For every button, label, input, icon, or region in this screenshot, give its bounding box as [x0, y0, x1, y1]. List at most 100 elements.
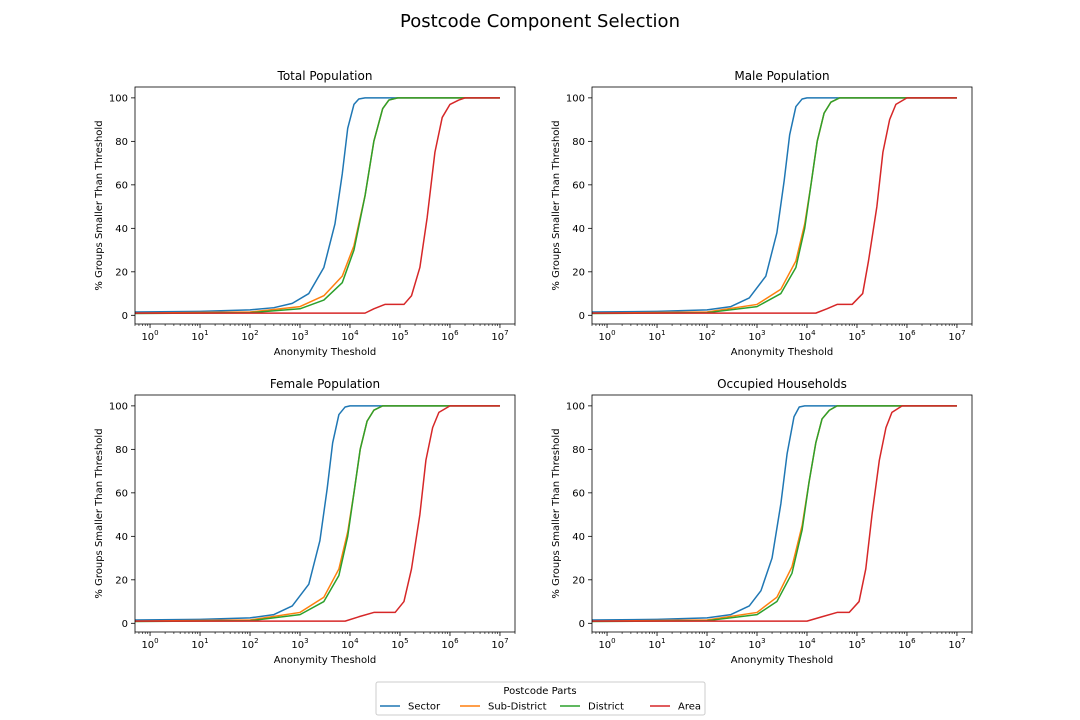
legend-entry-sub-district: Sub-District [460, 702, 547, 713]
y-tick-label: 80 [572, 445, 585, 456]
x-tick-label: 103 [748, 637, 765, 651]
legend-entry-area: Area [650, 702, 701, 713]
series-lines [135, 405, 500, 623]
subplot-2: Male Population 100 101 102 103 104 105 106 107 0… [551, 69, 973, 358]
series-line-district [592, 405, 957, 623]
x-tick-label: 106 [441, 329, 459, 343]
series-line-area [592, 405, 957, 622]
legend-label: Sector [408, 702, 441, 713]
legend: Postcode Parts Sector Sub-District Distric… [375, 681, 706, 716]
y-tick-label: 40 [572, 224, 585, 235]
x-axis-label: Anonymity Theshold [731, 655, 833, 666]
y-axis-label: % Groups Smaller Than Threshold [94, 428, 105, 598]
x-tick-label: 102 [698, 637, 715, 651]
x-tick-label: 107 [948, 637, 965, 651]
y-tick-label: 60 [115, 488, 128, 499]
x-tick-label: 101 [648, 637, 665, 651]
series-line-sector [135, 97, 500, 313]
legend-label: Area [678, 702, 701, 713]
series-line-district [592, 97, 957, 315]
legend-title: Postcode Parts [503, 686, 576, 697]
y-ticks: 0 20 40 60 80 100 [109, 93, 135, 322]
legend-entry-sector: Sector [380, 702, 441, 713]
series-line-sub-district [135, 405, 500, 622]
axes-frame [134, 394, 516, 633]
x-tick-label: 106 [441, 637, 459, 651]
x-tick-label: 105 [391, 329, 408, 343]
series-lines [592, 97, 957, 315]
y-tick-label: 40 [115, 532, 128, 543]
y-tick-label: 20 [572, 575, 585, 586]
x-axis-label: Anonymity Theshold [731, 347, 833, 358]
legend-entry-district: District [560, 702, 624, 713]
x-tick-label: 101 [191, 329, 208, 343]
x-tick-label: 106 [898, 329, 916, 343]
legend-label: District [588, 702, 624, 713]
series-line-area [135, 405, 500, 622]
x-tick-label: 102 [698, 329, 715, 343]
x-ticks: 100 101 102 103 104 105 106 107 [134, 324, 516, 343]
subplot-title: Male Population [734, 69, 829, 83]
y-tick-label: 60 [115, 180, 128, 191]
x-axis-label: Anonymity Theshold [274, 347, 376, 358]
subplot-title: Occupied Households [717, 377, 847, 391]
x-axis-label: Anonymity Theshold [274, 655, 376, 666]
series-line-area [135, 97, 500, 314]
x-tick-label: 107 [491, 329, 508, 343]
subplot-title: Female Population [270, 377, 380, 391]
y-tick-label: 20 [572, 267, 585, 278]
x-tick-label: 106 [898, 637, 916, 651]
x-tick-label: 100 [598, 637, 615, 651]
y-tick-label: 0 [122, 311, 128, 322]
x-tick-label: 100 [141, 637, 158, 651]
y-tick-label: 100 [109, 93, 128, 104]
axes-frame [591, 86, 973, 325]
series-lines [135, 97, 500, 315]
legend-entries: Sector Sub-District District Area [380, 702, 701, 713]
y-tick-label: 40 [572, 532, 585, 543]
series-line-district [135, 405, 500, 623]
series-line-sub-district [592, 97, 957, 314]
y-tick-label: 100 [566, 93, 585, 104]
y-axis-label: % Groups Smaller Than Threshold [551, 428, 562, 598]
x-tick-label: 102 [241, 329, 258, 343]
x-tick-label: 105 [391, 637, 408, 651]
x-ticks: 100 101 102 103 104 105 106 107 [134, 632, 516, 651]
y-axis-label: % Groups Smaller Than Threshold [551, 120, 562, 290]
x-tick-label: 103 [291, 637, 308, 651]
x-tick-label: 101 [648, 329, 665, 343]
y-ticks: 0 20 40 60 80 100 [109, 401, 135, 630]
x-tick-label: 107 [948, 329, 965, 343]
x-tick-label: 104 [341, 637, 359, 651]
x-tick-label: 104 [798, 637, 816, 651]
y-tick-label: 80 [115, 137, 128, 148]
axes-frame [134, 86, 516, 325]
axes-frame [591, 394, 973, 633]
legend-label: Sub-District [488, 702, 547, 713]
series-lines [592, 405, 957, 623]
series-line-sub-district [592, 405, 957, 622]
y-tick-label: 100 [109, 401, 128, 412]
x-tick-label: 104 [798, 329, 816, 343]
x-tick-label: 100 [141, 329, 158, 343]
legend-frame [375, 681, 706, 716]
y-tick-label: 80 [572, 137, 585, 148]
subplot-4: Occupied Households 100 101 102 103 104 105 106… [551, 377, 973, 666]
series-line-district [135, 97, 500, 315]
y-axis-label: % Groups Smaller Than Threshold [94, 120, 105, 290]
x-tick-label: 101 [191, 637, 208, 651]
y-tick-label: 20 [115, 267, 128, 278]
y-tick-label: 0 [579, 311, 585, 322]
series-line-sector [135, 405, 500, 621]
x-ticks: 100 101 102 103 104 105 106 107 [591, 324, 973, 343]
x-tick-label: 102 [241, 637, 258, 651]
series-line-sub-district [135, 97, 500, 314]
x-tick-label: 103 [291, 329, 308, 343]
series-line-sector [592, 405, 957, 621]
y-ticks: 0 20 40 60 80 100 [566, 401, 592, 630]
y-tick-label: 60 [572, 180, 585, 191]
x-tick-label: 103 [748, 329, 765, 343]
x-tick-label: 105 [848, 329, 865, 343]
x-ticks: 100 101 102 103 104 105 106 107 [591, 632, 973, 651]
